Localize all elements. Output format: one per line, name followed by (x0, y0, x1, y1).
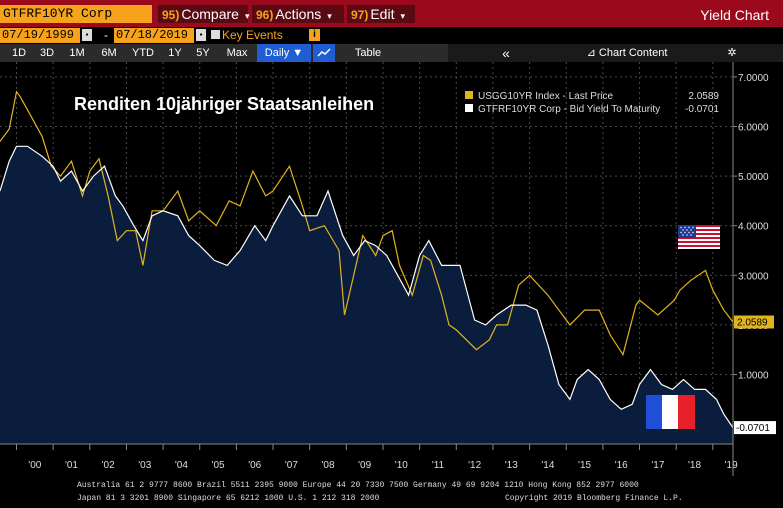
legend-label-fr: GTFRF10YR Corp - Bid Yield To Maturity (478, 104, 660, 115)
series-line-us (0, 90, 734, 357)
y-tick-label: 3.0000 (738, 271, 769, 282)
x-tick-label: '11 (432, 460, 445, 471)
legend-value-us: 2.0589 (688, 91, 719, 102)
footer-contacts-line1: Australia 61 2 9777 8600 Brazil 5511 239… (77, 481, 639, 490)
legend-swatch-us (465, 91, 473, 99)
chart-legend[interactable]: USGG10YR Index - Last Price 2.0589 GTFRF… (465, 91, 719, 115)
toolbar: 1D 3D 1M 6M YTD 1Y 5Y Max Daily ▼ Table … (0, 44, 783, 62)
x-tick-label: '19 (725, 460, 738, 471)
period-6m-button[interactable]: 6M (101, 47, 117, 59)
x-tick-label: '02 (102, 460, 115, 471)
legend-swatch-fr (465, 104, 473, 112)
period-1m-button[interactable]: 1M (69, 47, 85, 59)
chevron-down-icon: ▾ (327, 11, 332, 21)
x-tick-label: '05 (212, 460, 225, 471)
period-5y-button[interactable]: 5Y (196, 47, 210, 59)
yield-chart: '00 '01 '02 '03 '04 '05 '06 '07 '08 '09 '10 '11 '12 '… (0, 62, 783, 476)
chart-content-label: Chart Content (598, 47, 668, 59)
series-line-fr (0, 145, 734, 428)
footer-contacts-line2: Japan 81 3 3201 8900 Singapore 65 6212 1… (77, 494, 380, 503)
last-value-badge-fr: -0.0701 (734, 421, 776, 435)
x-tick-label: '18 (688, 460, 701, 471)
period-1d-button[interactable]: 1D (11, 47, 27, 59)
period-1y-button[interactable]: 1Y (168, 47, 182, 59)
footer: Australia 61 2 9777 8600 Brazil 5511 239… (0, 478, 783, 508)
frequency-dropdown[interactable]: Daily ▼ (257, 44, 311, 62)
calendar-icon[interactable]: ▪ (196, 29, 206, 41)
start-date-field[interactable]: 07/19/1999 (0, 28, 80, 43)
chart-content-button[interactable]: ⊿ Chart Content (572, 44, 682, 62)
x-tick-label: '08 (321, 460, 334, 471)
x-tick-label: '00 (28, 460, 41, 471)
legend-value-fr: -0.0701 (685, 104, 719, 115)
end-date-field[interactable]: 07/18/2019 (114, 28, 194, 43)
period-ytd-button[interactable]: YTD (132, 47, 154, 59)
x-tick-label: '16 (615, 460, 628, 471)
chevron-down-icon: ▾ (400, 11, 405, 21)
top-bar: 95)Compare ▾ 96)Actions ▾ 97)Edit ▾ Yield C… (0, 0, 783, 27)
legend-label-us: USGG10YR Index - Last Price (478, 91, 613, 102)
x-tick-label: '17 (651, 460, 664, 471)
y-tick-label: 1.0000 (738, 371, 769, 382)
calendar-icon[interactable]: ▪ (82, 29, 92, 41)
y-tick-label: 7.0000 (738, 73, 769, 84)
x-tick-label: '10 (395, 460, 408, 471)
chart-canvas: '00 '01 '02 '03 '04 '05 '06 '07 '08 '09 '10 '11 '12 '… (0, 62, 783, 476)
chart-title: Renditen 10jähriger Staatsanleihen (74, 94, 374, 114)
us-flag-icon (678, 225, 720, 249)
line-chart-icon[interactable] (313, 44, 335, 62)
x-tick-labels: '00 '01 '02 '03 '04 '05 '06 '07 '08 '09 '10 '11 '12 '… (15, 444, 738, 471)
x-tick-label: '03 (138, 460, 151, 471)
series-area-fill (0, 146, 733, 445)
table-button[interactable]: Table (354, 47, 382, 59)
menu-number: 96) (256, 8, 274, 22)
menu-number: 95) (162, 8, 180, 22)
x-tick-label: '04 (175, 460, 188, 471)
chart-icon: ⊿ (586, 47, 599, 59)
actions-menu[interactable]: 96) Actions ▾ (252, 5, 344, 23)
y-tick-label: 4.0000 (738, 222, 769, 233)
key-events-label: Key Events (222, 28, 283, 42)
y-tick-label: 5.0000 (738, 172, 769, 183)
menu-number: 97) (351, 8, 369, 22)
footer-copyright: Copyright 2019 Bloomberg Finance L.P. (505, 494, 683, 503)
french-flag-icon (646, 395, 695, 429)
last-value-fr: -0.0701 (736, 423, 770, 434)
key-events-checkbox[interactable] (211, 30, 220, 39)
x-tick-label: '12 (468, 460, 481, 471)
menu-label: Actions (275, 6, 322, 22)
chevron-down-icon: ▾ (244, 11, 250, 21)
period-3d-button[interactable]: 3D (39, 47, 55, 59)
compare-menu[interactable]: 95) Compare ▾ (158, 5, 250, 23)
info-icon[interactable]: i (309, 29, 320, 41)
menu-label: Compare (181, 6, 239, 22)
x-tick-label: '07 (285, 460, 298, 471)
chart-content-panel-header: « ⊿ Chart Content ✲ (448, 44, 783, 62)
x-tick-label: '06 (248, 460, 261, 471)
x-tick-label: '09 (358, 460, 371, 471)
x-tick-label: '01 (65, 460, 78, 471)
period-max-button[interactable]: Max (226, 47, 248, 59)
date-separator: - (104, 28, 108, 42)
last-value-us: 2.0589 (737, 318, 768, 329)
last-value-badge-us: 2.0589 (734, 315, 774, 329)
date-range-row: 07/19/1999 ▪ - 07/18/2019 ▪ Key Events i (0, 27, 783, 44)
collapse-icon[interactable]: « (502, 45, 510, 61)
x-tick-label: '14 (541, 460, 554, 471)
edit-menu[interactable]: 97) Edit ▾ (347, 5, 415, 23)
x-tick-label: '15 (578, 460, 591, 471)
y-tick-label: 6.0000 (738, 122, 769, 133)
app-title: Yield Chart (700, 7, 769, 23)
x-tick-label: '13 (505, 460, 518, 471)
settings-icon[interactable]: ✲ (727, 47, 737, 59)
menu-label: Edit (370, 6, 395, 22)
ticker-input[interactable] (0, 5, 152, 23)
